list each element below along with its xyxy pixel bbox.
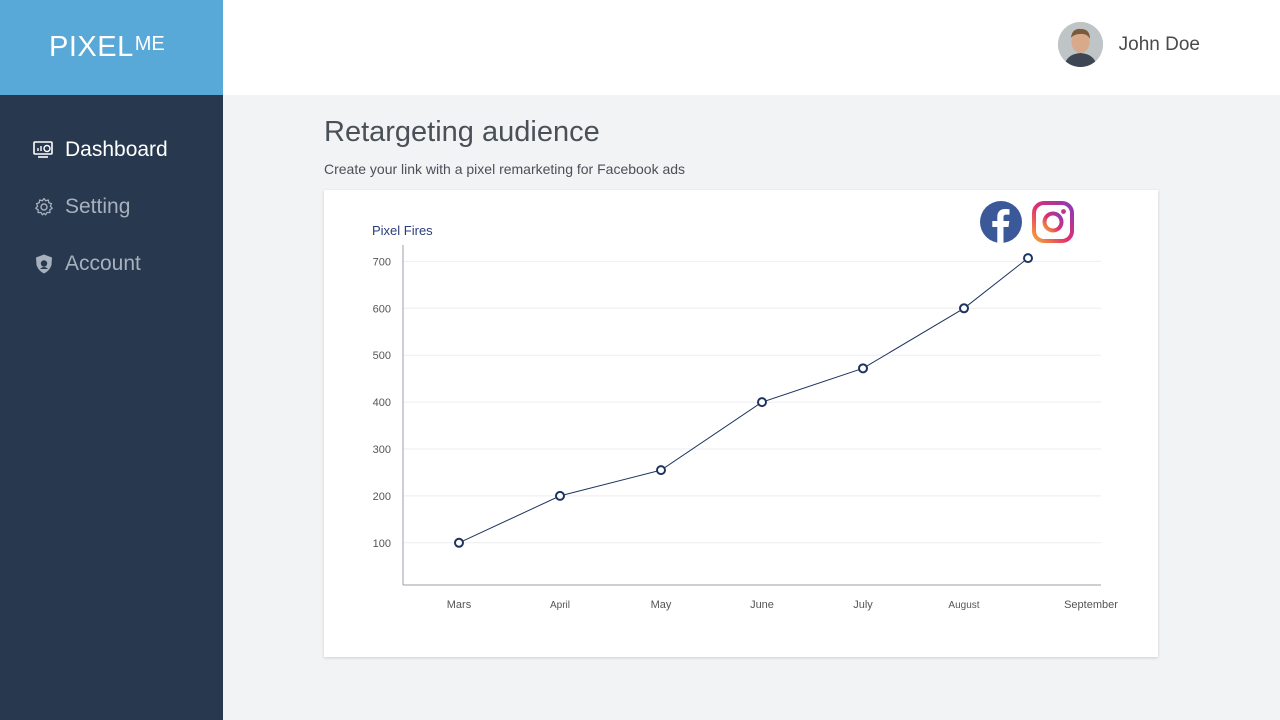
x-tick-label: June: [750, 599, 774, 611]
x-tick-label: July: [853, 599, 873, 611]
y-tick-label: 600: [373, 303, 391, 315]
avatar[interactable]: [1057, 22, 1103, 67]
y-tick-label: 500: [373, 350, 391, 362]
user-name: John Doe: [1118, 33, 1200, 55]
x-tick-label: Mars: [447, 599, 472, 611]
brand-logo[interactable]: PIXEL ME: [0, 0, 223, 95]
sidebar: Dashboard Setting Account: [0, 95, 223, 720]
data-point[interactable]: [1023, 253, 1033, 264]
series-line: [458, 257, 1029, 544]
sidebar-item-label: Setting: [65, 194, 131, 218]
y-tick-label: 100: [373, 538, 391, 550]
data-point[interactable]: [858, 363, 868, 374]
logo-main-text: PIXEL: [49, 31, 134, 63]
pixel-fires-chart: Pixel Fires 100 200 300 400 500 600 700 Mars Apri…: [372, 223, 1118, 611]
y-tick-label: 300: [373, 444, 391, 456]
x-tick-label: August: [948, 600, 979, 611]
gear-icon: [33, 196, 55, 218]
sidebar-item-label: Dashboard: [65, 137, 168, 161]
data-point[interactable]: [656, 465, 666, 476]
instagram-icon[interactable]: [1032, 201, 1074, 243]
sidebar-item-account[interactable]: Account: [0, 235, 223, 292]
data-point[interactable]: [454, 537, 464, 548]
y-tick-label: 200: [373, 491, 391, 503]
data-point[interactable]: [959, 303, 969, 314]
user-menu[interactable]: John Doe: [1057, 22, 1200, 67]
data-point[interactable]: [555, 490, 565, 501]
x-tick-label: April: [550, 600, 570, 611]
page-subtitle: Create your link with a pixel remarketin…: [324, 161, 686, 177]
top-bar: John Doe: [223, 0, 1280, 95]
dashboard-icon: [33, 139, 55, 161]
sidebar-item-setting[interactable]: Setting: [0, 178, 223, 235]
x-tick-label: May: [651, 599, 672, 611]
chart-card: Pixel Fires 100 200 300 400 500 600 700 Mars Apri…: [324, 190, 1158, 657]
chart-title: Pixel Fires: [372, 223, 433, 238]
sidebar-item-dashboard[interactable]: Dashboard: [0, 121, 223, 178]
page-title: Retargeting audience: [324, 116, 600, 148]
logo-sub-text: ME: [134, 33, 165, 55]
y-tick-label: 400: [373, 397, 391, 409]
sidebar-item-label: Account: [65, 251, 141, 275]
data-point[interactable]: [757, 397, 767, 408]
shield-icon: [33, 253, 55, 275]
facebook-icon[interactable]: [980, 201, 1022, 243]
x-tick-label: September: [1064, 599, 1118, 611]
y-tick-label: 700: [373, 256, 391, 268]
